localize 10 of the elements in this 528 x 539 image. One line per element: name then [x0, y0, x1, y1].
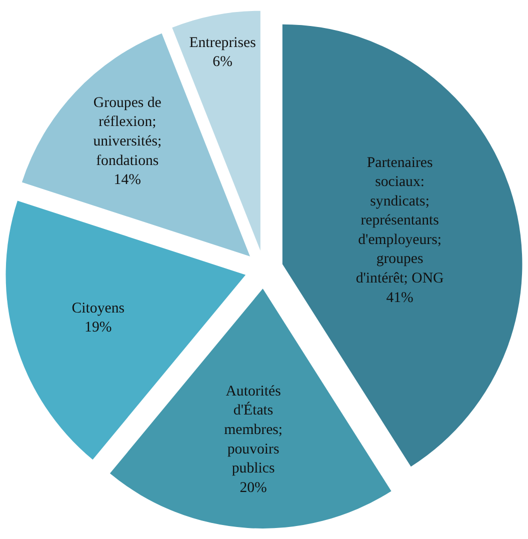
- data-label: 6%: [212, 54, 232, 70]
- slice-label: Entreprises: [189, 34, 256, 51]
- slice-label: Partenaires sociaux: syndicats; représentants d'employeurs; groupes d'intérêt; ONG: [356, 154, 444, 287]
- slice-label: Groupes de réflexion; universités; fondations: [93, 94, 162, 169]
- data-label: 19%: [84, 320, 112, 336]
- data-label: 14%: [114, 172, 141, 188]
- data-label: 41%: [386, 290, 414, 306]
- slice-label: Autorités d'États membres; pouvoirs publics: [224, 383, 283, 477]
- data-label: 20%: [240, 480, 267, 496]
- slice-label: Citoyens: [72, 300, 125, 316]
